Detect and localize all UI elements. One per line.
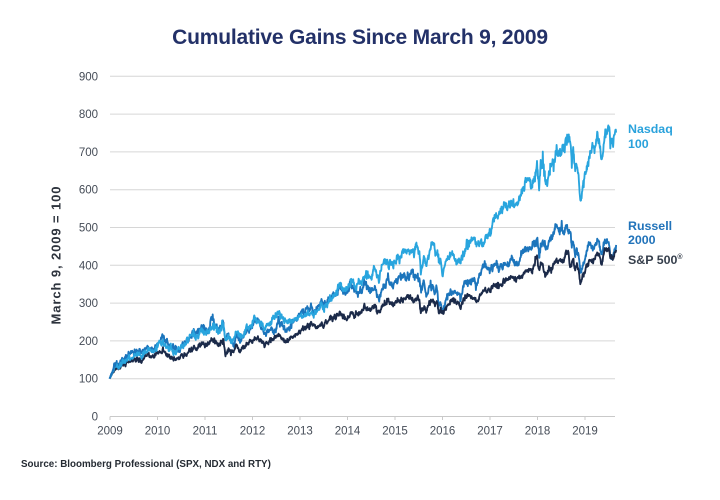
svg-text:March 9, 2009 = 100: March 9, 2009 = 100: [49, 186, 64, 325]
svg-text:2014: 2014: [335, 426, 361, 438]
svg-text:2013: 2013: [287, 426, 313, 438]
svg-text:2010: 2010: [145, 426, 171, 438]
svg-text:2012: 2012: [240, 426, 266, 438]
svg-text:300: 300: [79, 298, 98, 310]
svg-text:500: 500: [79, 223, 98, 235]
svg-text:2009: 2009: [97, 426, 123, 438]
svg-text:100: 100: [79, 374, 98, 386]
svg-text:900: 900: [79, 71, 98, 83]
svg-text:2011: 2011: [193, 426, 218, 438]
svg-text:600: 600: [79, 185, 98, 197]
svg-text:0: 0: [92, 412, 98, 424]
svg-text:2017: 2017: [477, 426, 503, 438]
svg-text:800: 800: [79, 109, 98, 121]
svg-text:700: 700: [79, 147, 98, 159]
svg-text:400: 400: [79, 260, 98, 272]
svg-text:2016: 2016: [430, 426, 456, 438]
svg-text:2019: 2019: [572, 426, 598, 438]
svg-text:2015: 2015: [382, 426, 408, 438]
svg-text:2018: 2018: [525, 426, 551, 438]
svg-text:200: 200: [79, 336, 98, 348]
